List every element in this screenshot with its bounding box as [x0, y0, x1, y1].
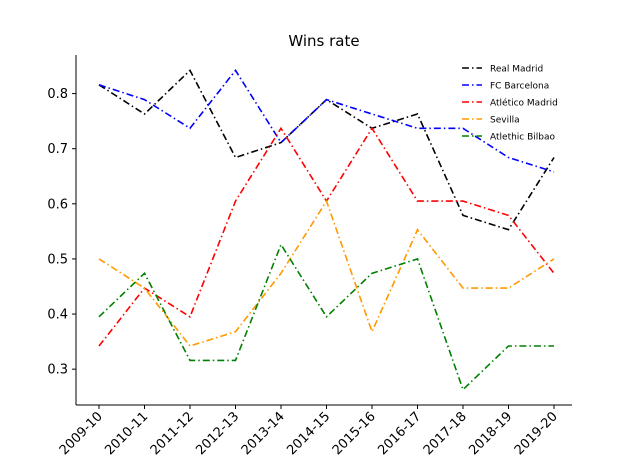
legend-label: Atlethic Bilbao	[490, 133, 556, 143]
series-line	[98, 242, 554, 392]
x-tick-label: 2013-14	[239, 409, 288, 458]
legend-label: FC Barcelona	[490, 82, 549, 92]
series-line	[98, 126, 555, 347]
series-line	[98, 69, 555, 173]
y-tick-label: 0.4	[47, 308, 68, 323]
x-tick-label: 2011-12	[148, 409, 197, 458]
y-tick-label: 0.7	[47, 142, 68, 157]
series-line	[98, 199, 555, 347]
legend-label: Sevilla	[490, 116, 520, 126]
x-tick-label: 2016-17	[375, 409, 424, 458]
series-line	[98, 69, 555, 231]
x-tick-label: 2017-18	[421, 409, 470, 458]
legend: Real Madrid FC Barcelona Atlético Madrid Se…	[462, 65, 558, 143]
legend-label: Atlético Madrid	[490, 98, 558, 109]
y-tick-label: 0.6	[47, 197, 68, 212]
y-tick-label: 0.8	[47, 87, 68, 102]
x-tick-label: 2018-19	[466, 409, 515, 458]
y-tick-label: 0.3	[47, 363, 68, 378]
x-tick-label: 2009-10	[57, 409, 106, 458]
y-tick-label: 0.5	[47, 252, 68, 267]
x-tick-label: 2010-11	[102, 409, 151, 458]
x-tick-label: 2012-13	[193, 409, 242, 458]
x-tick-label: 2019-20	[512, 409, 561, 458]
x-tick-label: 2015-16	[330, 409, 379, 458]
x-tick-label: 2014-15	[284, 409, 333, 458]
legend-label: Real Madrid	[490, 65, 543, 75]
series-lines	[98, 69, 555, 392]
chart-title: Wins rate	[288, 32, 359, 50]
